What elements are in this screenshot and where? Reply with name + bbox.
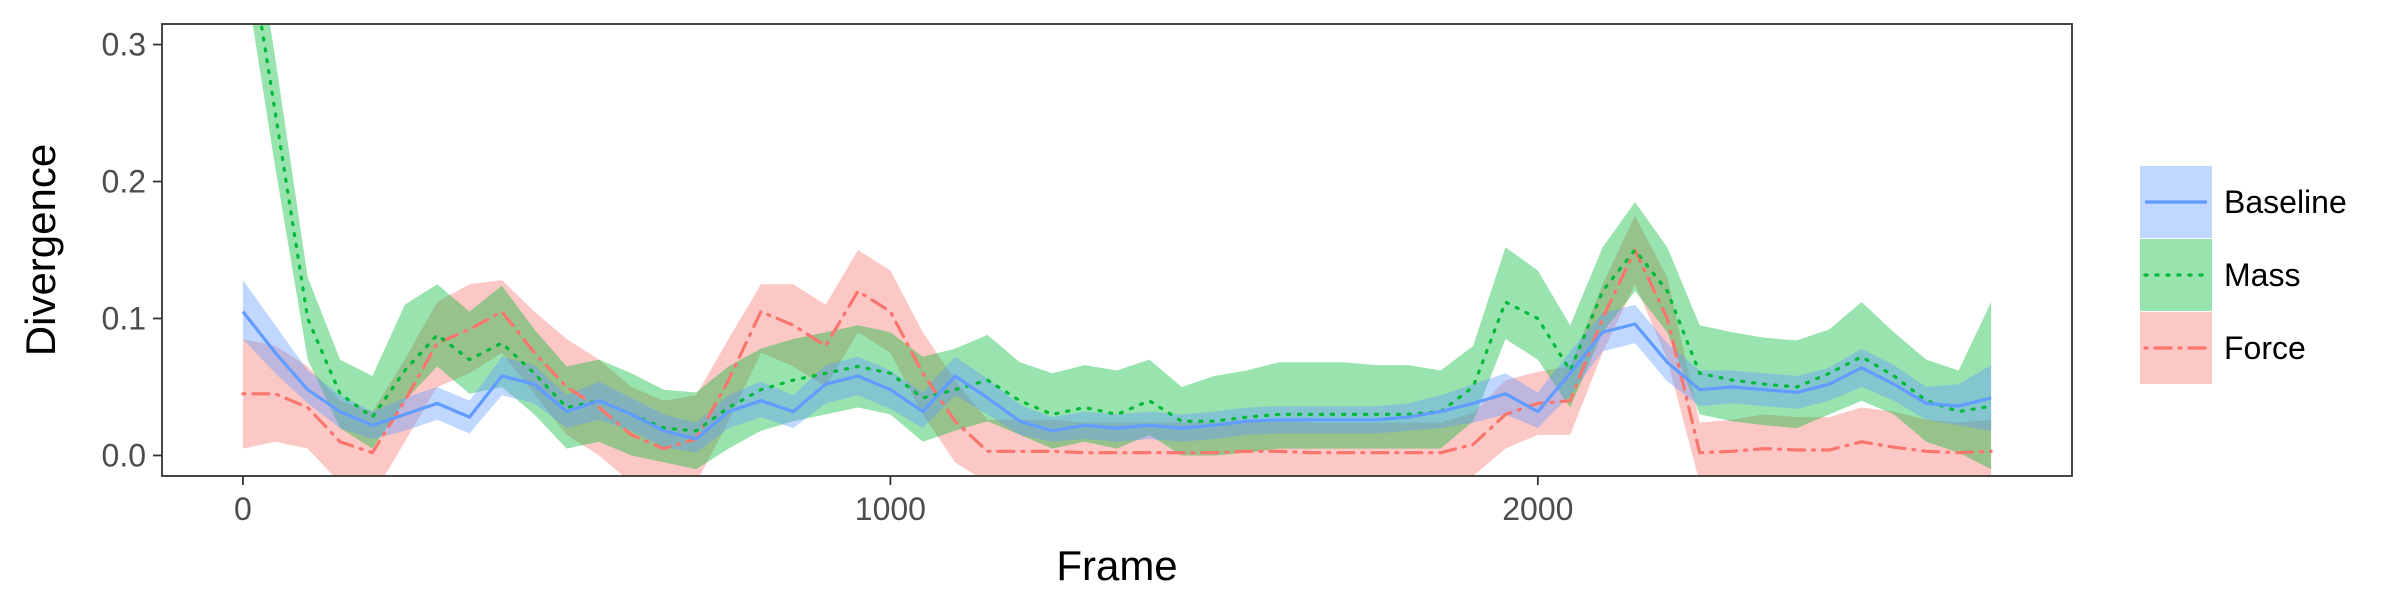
plot-border: [161, 23, 2073, 477]
legend: Baseline Mass Force: [2140, 166, 2347, 384]
force-confidence-band: [242, 215, 1992, 476]
legend-item-baseline: Baseline: [2140, 166, 2347, 238]
series-line-layer: [241, 24, 1993, 455]
y-tick-label: 0.0: [102, 437, 146, 473]
y-tick-label: 0.2: [102, 164, 146, 200]
x-axis-title: Frame: [1056, 542, 1177, 589]
ribbon-layer: [242, 24, 1992, 476]
baseline-line: [241, 310, 1992, 441]
y-tick-label: 0.3: [102, 27, 146, 63]
y-axis: 0.0 0.1 0.2 0.3: [102, 27, 162, 473]
mass-confidence-band: [252, 24, 1992, 470]
plot-panel: [162, 24, 2072, 476]
legend-label: Baseline: [2224, 184, 2347, 220]
legend-item-mass: Mass: [2140, 239, 2300, 311]
legend-item-force: Force: [2140, 312, 2306, 384]
baseline-confidence-band: [242, 280, 1992, 453]
legend-label: Force: [2224, 330, 2306, 366]
mass-line: [259, 24, 1993, 433]
x-tick-label: 2000: [1502, 491, 1573, 527]
x-tick-label: 1000: [855, 491, 926, 527]
legend-label: Mass: [2224, 257, 2300, 293]
x-tick-label: 0: [234, 491, 252, 527]
force-line: [241, 248, 1993, 455]
y-tick-label: 0.1: [102, 300, 146, 336]
x-axis: 0 1000 2000: [234, 476, 1573, 527]
y-axis-title: Divergence: [17, 144, 64, 356]
